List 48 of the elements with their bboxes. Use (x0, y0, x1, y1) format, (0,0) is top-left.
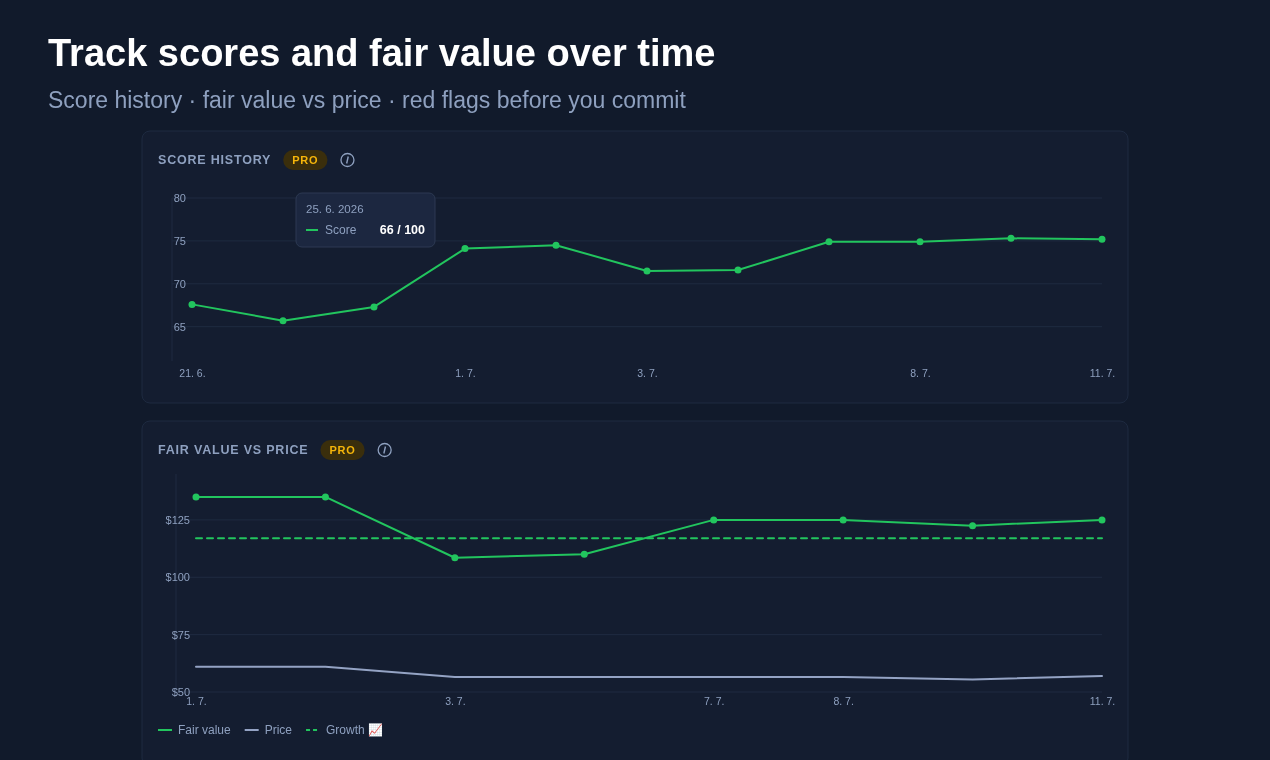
point (916, 238, 924, 246)
x-tick-label: 1. 7. (455, 367, 476, 380)
point (192, 493, 200, 501)
annotation: 25. 6. 2026 (306, 203, 364, 215)
y-tick-label: 65 (173, 320, 186, 333)
point (552, 241, 560, 249)
point (451, 554, 459, 562)
y-tick-label: $100 (165, 571, 190, 584)
line-series (195, 665, 1103, 681)
point (580, 550, 588, 558)
y-tick-label: 80 (173, 192, 186, 205)
point (1007, 234, 1015, 242)
x-tick-label: 11. 7. (1089, 367, 1116, 380)
point (734, 266, 742, 274)
x-tick-label: 8. 7. (833, 695, 854, 708)
y-tick-label: $75 (171, 628, 190, 641)
x-tick-label: 7. 7. (704, 695, 725, 708)
point (710, 516, 718, 524)
point (461, 245, 469, 253)
legend-label: Price (264, 723, 293, 737)
x-tick-label: 11. 7. (1089, 695, 1116, 708)
point (188, 300, 196, 308)
legend-label: Fair value (178, 723, 232, 737)
point (839, 516, 847, 524)
point (321, 493, 329, 501)
chart-title: FAIR VALUE VS PRICE (158, 443, 309, 457)
y-tick-label: $125 (165, 513, 190, 526)
point (279, 317, 287, 325)
text: PRO (329, 444, 356, 456)
point (1098, 516, 1106, 524)
text: Score history · fair value vs price · red flags before you commit (48, 87, 687, 113)
point (969, 522, 977, 530)
x-tick-label: 3. 7. (445, 695, 466, 708)
y-tick-label: 75 (173, 234, 186, 247)
point (1098, 235, 1106, 243)
x-tick-label: 3. 7. (637, 367, 658, 380)
y-tick-label: 70 (173, 277, 186, 290)
annotation: 66 / 100 (379, 223, 426, 237)
x-tick-label: 8. 7. (910, 367, 931, 380)
legend-label: Growth 📈 (326, 723, 384, 737)
annotation: Score (325, 223, 357, 237)
point (370, 303, 378, 311)
text: Track scores and fair value over time (48, 32, 716, 74)
point (825, 238, 833, 246)
chart-title: SCORE HISTORY (158, 153, 272, 167)
text: PRO (292, 154, 319, 166)
x-tick-label: 21. 6. (179, 367, 206, 380)
point (643, 267, 651, 275)
